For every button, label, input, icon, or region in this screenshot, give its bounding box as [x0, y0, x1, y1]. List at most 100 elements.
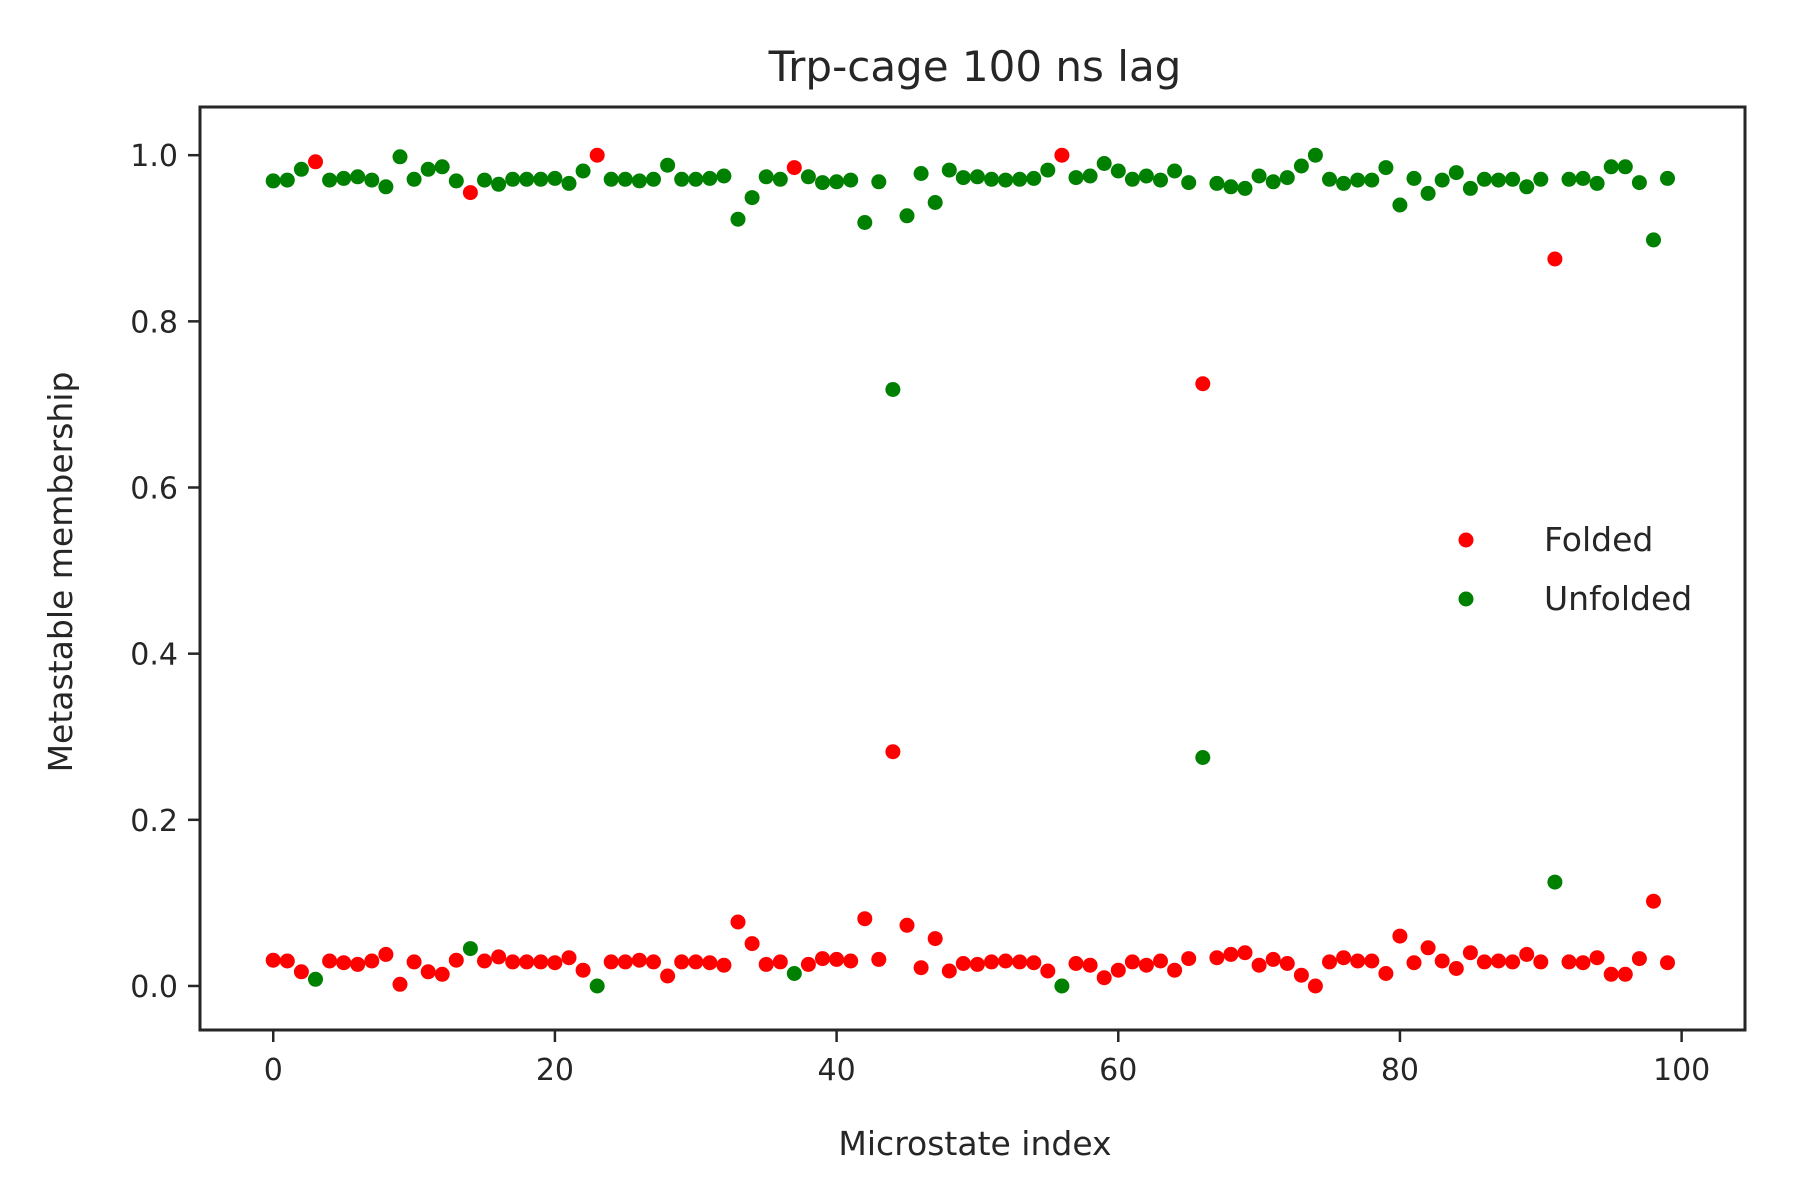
- point-unfolded: [702, 170, 718, 186]
- point-folded: [293, 964, 309, 980]
- point-unfolded: [434, 159, 450, 175]
- y-tick-label: 0.4: [130, 638, 178, 673]
- point-unfolded: [1603, 159, 1619, 175]
- point-unfolded: [829, 174, 845, 190]
- point-unfolded: [1082, 168, 1098, 184]
- point-unfolded: [1378, 160, 1394, 176]
- point-unfolded: [716, 168, 732, 184]
- point-unfolded: [772, 171, 788, 187]
- point-unfolded: [1350, 172, 1366, 188]
- point-unfolded: [1124, 171, 1140, 187]
- point-unfolded: [857, 215, 873, 230]
- point-folded: [1589, 950, 1605, 966]
- point-unfolded: [378, 179, 394, 195]
- point-folded: [561, 950, 577, 966]
- x-axis-label: Microstate index: [838, 1124, 1111, 1163]
- point-unfolded: [1533, 171, 1549, 187]
- point-folded: [660, 968, 676, 984]
- point-unfolded: [1617, 159, 1633, 175]
- point-folded: [1237, 945, 1253, 961]
- point-unfolded: [547, 170, 563, 186]
- plot-frame: [198, 105, 1747, 1032]
- point-unfolded: [1293, 158, 1309, 174]
- point-unfolded: [1040, 162, 1056, 178]
- point-folded: [1068, 956, 1084, 971]
- point-unfolded: [1251, 168, 1267, 184]
- point-folded: [1434, 953, 1450, 969]
- point-unfolded: [927, 195, 943, 210]
- point-folded: [758, 956, 774, 972]
- point-folded: [420, 964, 436, 980]
- point-folded: [1660, 955, 1675, 971]
- point-unfolded: [1054, 978, 1070, 994]
- point-unfolded: [871, 174, 887, 190]
- point-folded: [1392, 928, 1408, 944]
- point-folded: [1406, 955, 1422, 971]
- point-folded: [1195, 376, 1211, 392]
- point-unfolded: [1392, 197, 1408, 213]
- point-unfolded: [575, 163, 591, 179]
- point-folded: [1364, 953, 1380, 969]
- point-unfolded: [420, 161, 436, 177]
- point-unfolded: [998, 172, 1014, 188]
- series-folded: [265, 147, 1675, 994]
- point-unfolded: [1491, 172, 1506, 188]
- point-folded: [941, 963, 957, 979]
- point-folded: [406, 954, 422, 970]
- point-unfolded: [1307, 147, 1323, 163]
- point-folded: [1124, 954, 1140, 970]
- point-unfolded: [617, 171, 633, 187]
- point-unfolded: [1462, 180, 1478, 196]
- point-unfolded: [815, 175, 830, 191]
- point-unfolded: [1561, 171, 1577, 187]
- point-folded: [815, 951, 830, 967]
- point-folded: [603, 954, 619, 970]
- point-unfolded: [1026, 170, 1042, 186]
- point-folded: [1505, 954, 1521, 970]
- point-folded: [322, 953, 338, 969]
- plot-area: [265, 147, 1675, 994]
- point-folded: [1617, 966, 1633, 982]
- point-folded: [786, 160, 802, 176]
- point-unfolded: [1096, 156, 1112, 171]
- point-unfolded: [1322, 171, 1337, 187]
- point-unfolded: [308, 971, 323, 987]
- point-folded: [617, 954, 633, 970]
- x-tick-label: 80: [1381, 1053, 1419, 1088]
- point-unfolded: [1336, 175, 1352, 191]
- point-folded: [1561, 954, 1577, 970]
- point-folded: [1575, 955, 1591, 971]
- point-folded: [434, 966, 450, 982]
- point-unfolded: [1153, 172, 1168, 188]
- point-folded: [730, 914, 746, 930]
- point-folded: [871, 951, 887, 967]
- point-folded: [1307, 978, 1323, 994]
- point-folded: [984, 954, 999, 970]
- point-unfolded: [603, 171, 619, 187]
- point-unfolded: [1110, 163, 1126, 179]
- point-folded: [969, 956, 985, 972]
- point-unfolded: [1167, 163, 1183, 179]
- point-unfolded: [660, 157, 676, 173]
- point-unfolded: [730, 211, 746, 227]
- point-folded: [1279, 956, 1295, 971]
- point-unfolded: [1476, 171, 1492, 187]
- point-folded: [688, 954, 704, 970]
- legend-label-unfolded: Unfolded: [1544, 579, 1692, 618]
- point-folded: [1519, 946, 1535, 962]
- point-folded: [336, 955, 352, 971]
- point-folded: [491, 949, 507, 965]
- point-folded: [265, 952, 281, 968]
- point-folded: [1209, 950, 1225, 966]
- point-unfolded: [350, 169, 366, 185]
- point-unfolded: [1012, 171, 1028, 187]
- point-folded: [702, 955, 718, 971]
- point-folded: [674, 954, 690, 970]
- point-folded: [1054, 147, 1070, 163]
- point-folded: [631, 952, 647, 968]
- point-folded: [646, 954, 661, 970]
- point-unfolded: [674, 171, 690, 187]
- point-unfolded: [364, 172, 380, 188]
- point-folded: [279, 953, 295, 969]
